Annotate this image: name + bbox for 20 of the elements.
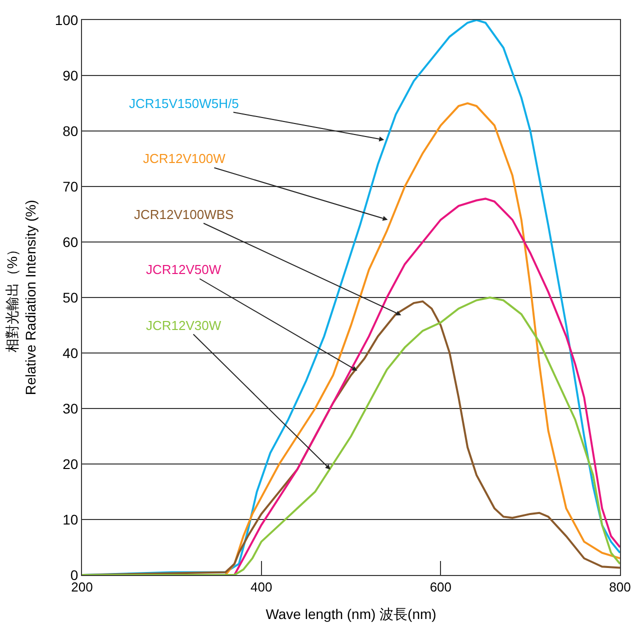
x-tick-label: 600 [430,580,452,595]
y-tick-label: 70 [62,178,78,194]
y-tick-label: 100 [54,12,78,28]
x-axis-title: Wave length (nm) 波長(nm) [266,606,436,622]
y-tick-label: 90 [62,67,78,84]
x-tick-label: 400 [250,580,272,595]
y-tick-label: 30 [62,400,78,416]
annotation: JCR12V100W [143,151,226,166]
annotation: JCR12V30W [146,318,222,333]
y-axis-title: 相對光輸出（%） Relative Radiation Intensity (%) [4,200,38,396]
x-tick-label: 800 [609,580,631,595]
y-tick-label: 20 [62,456,78,472]
y-tick-label: 80 [62,122,78,139]
y-tick-label: 40 [62,344,78,361]
annotation: JCR12V100WBS [134,207,234,222]
annotation: JCR15V150W5H/5 [129,96,239,111]
annotation: JCR12V50W [146,262,222,277]
y-tick-label: 50 [62,289,78,306]
y-tick-label: 60 [62,234,78,250]
y-tick-label: 10 [62,511,78,528]
